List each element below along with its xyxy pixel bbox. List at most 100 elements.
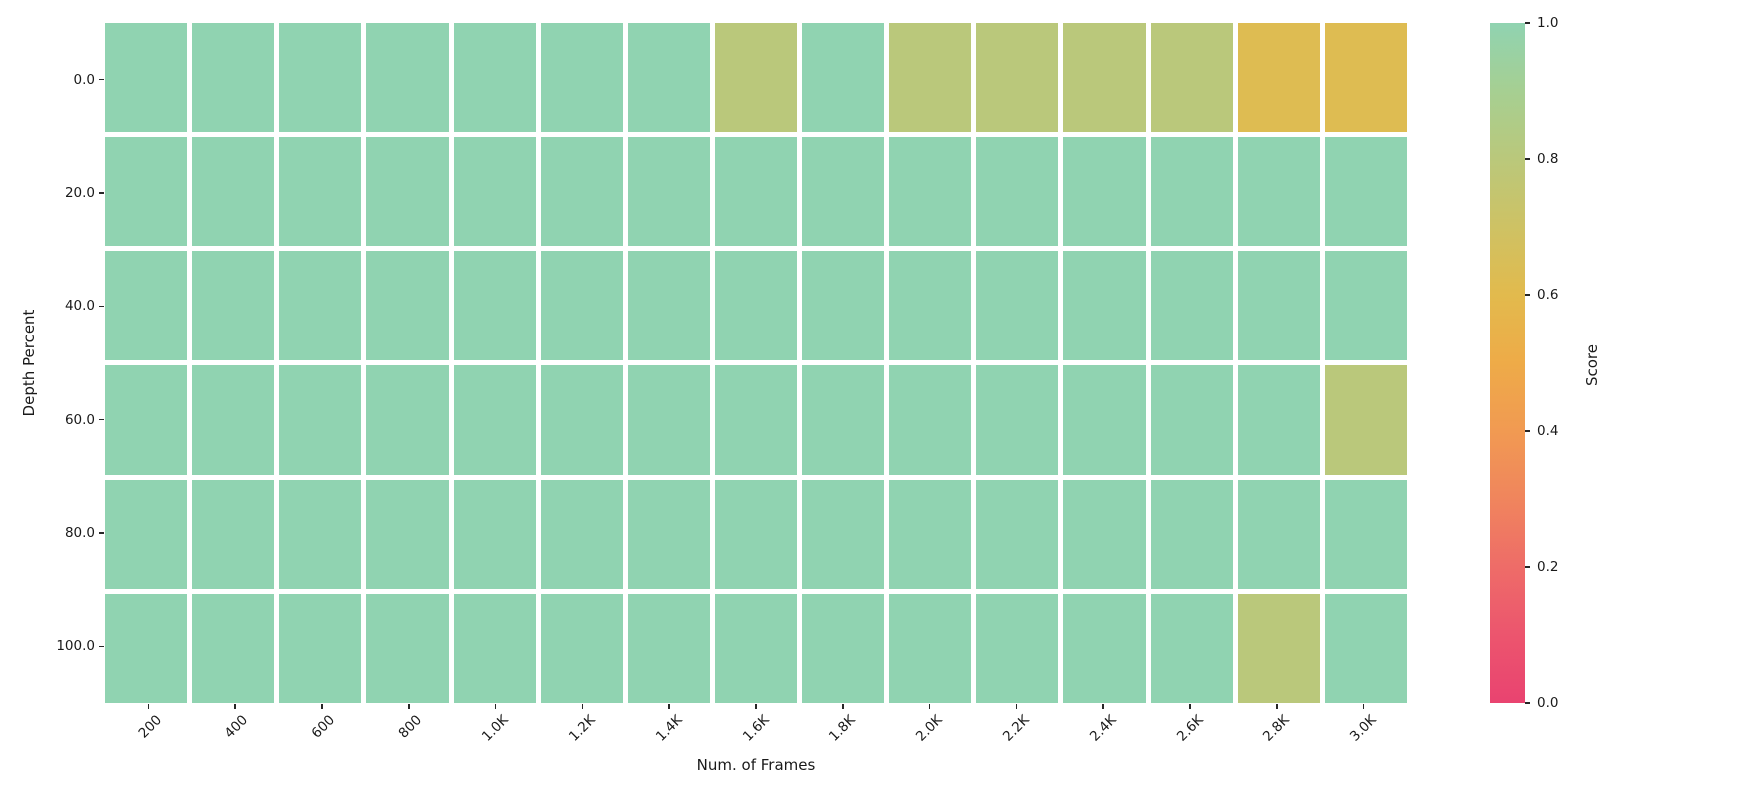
x-tick-label: 800: [395, 712, 426, 742]
heatmap-plot-area: [105, 23, 1407, 703]
heatmap-cell-r3c7: [714, 365, 798, 475]
x-tick-label: 2.0K: [913, 712, 946, 745]
heatmap-cell-r0c4: [453, 23, 536, 133]
heatmap-cell-r3c13: [1237, 365, 1320, 475]
heatmap-cell-r0c11: [1063, 23, 1146, 133]
heatmap-cell-r2c12: [1150, 251, 1233, 361]
colorbar-gradient: [1490, 23, 1525, 703]
heatmap-cell-r0c12: [1150, 23, 1233, 133]
heatmap-cell-r4c6: [627, 479, 710, 589]
y-tick-mark: [99, 192, 104, 194]
heatmap-cell-r0c1: [192, 23, 275, 133]
heatmap-cell-r0c8: [802, 23, 885, 133]
heatmap-cell-r5c13: [1237, 593, 1320, 703]
heatmap-cell-r1c8: [802, 137, 885, 247]
heatmap-cell-r3c6: [627, 365, 710, 475]
heatmap-cell-r2c1: [192, 251, 275, 361]
heatmap-cell-r1c5: [540, 137, 623, 247]
x-tick-mark: [842, 704, 844, 709]
colorbar-tick-mark: [1525, 430, 1530, 432]
heatmap-cell-r5c10: [976, 593, 1059, 703]
heatmap-cell-r5c14: [1324, 593, 1407, 703]
heatmap-cell-r5c0: [105, 593, 188, 703]
heatmap-cell-r2c7: [714, 251, 798, 361]
x-tick-label: 200: [135, 712, 165, 742]
heatmap-cell-r4c2: [279, 479, 362, 589]
heatmap-cell-r5c7: [714, 593, 798, 703]
heatmap-cell-r3c4: [453, 365, 536, 475]
heatmap-cell-r1c10: [976, 137, 1059, 247]
colorbar-tick-mark: [1525, 702, 1530, 704]
heatmap-cell-r3c9: [889, 365, 972, 475]
y-tick-label: 20.0: [64, 185, 95, 201]
heatmap-cell-r3c3: [366, 365, 449, 475]
heatmap-cell-r3c5: [540, 365, 623, 475]
y-tick-mark: [99, 532, 104, 534]
heatmap-cell-r5c3: [366, 593, 449, 703]
heatmap-cell-r5c4: [453, 593, 536, 703]
heatmap-cell-r1c13: [1237, 137, 1320, 247]
heatmap-cell-r1c6: [627, 137, 710, 247]
heatmap-cell-r2c13: [1237, 251, 1320, 361]
heatmap-cell-r3c12: [1150, 365, 1233, 475]
y-tick-mark: [99, 645, 104, 648]
x-axis-title: Num. of Frames: [696, 756, 816, 774]
heatmap-cell-r5c5: [540, 593, 623, 703]
y-tick-mark: [99, 305, 104, 308]
heatmap-cell-r4c14: [1324, 479, 1407, 589]
heatmap-cell-r5c9: [889, 593, 972, 703]
heatmap-cell-r2c3: [366, 251, 449, 361]
x-tick-mark: [321, 704, 323, 709]
colorbar-tick-label: 0.4: [1537, 423, 1559, 439]
heatmap-cell-r0c7: [714, 23, 798, 133]
heatmap-cell-r1c9: [889, 137, 972, 247]
heatmap-cell-r2c4: [453, 251, 536, 361]
heatmap-cell-r2c0: [105, 251, 188, 361]
x-tick-label: 1.2K: [565, 712, 599, 745]
heatmap-cell-r5c1: [192, 593, 275, 703]
heatmap-cell-r3c10: [976, 365, 1059, 475]
x-tick-mark: [1276, 704, 1278, 709]
x-tick-label: 2.8K: [1260, 712, 1294, 745]
heatmap-cell-r2c8: [802, 251, 885, 361]
heatmap-cell-r3c11: [1063, 365, 1146, 475]
x-tick-mark: [928, 704, 931, 709]
heatmap-cell-r4c5: [540, 479, 623, 589]
heatmap-cell-r1c7: [714, 137, 798, 247]
x-tick-mark: [494, 704, 497, 709]
heatmap-cell-r0c0: [105, 23, 188, 133]
heatmap-cell-r1c2: [279, 137, 362, 247]
colorbar-tick-label: 0.2: [1537, 559, 1559, 575]
heatmap-cell-r0c13: [1237, 23, 1320, 133]
heatmap-cell-r5c12: [1150, 593, 1233, 703]
x-tick-mark: [234, 704, 236, 709]
colorbar-tick-label: 0.0: [1537, 695, 1559, 711]
y-tick-label: 80.0: [64, 525, 95, 541]
heatmap-cell-r2c5: [540, 251, 623, 361]
x-tick-mark: [668, 704, 670, 709]
heatmap-cell-r0c3: [366, 23, 449, 133]
y-axis-title: Depth Percent: [20, 309, 38, 417]
heatmap-cell-r2c2: [279, 251, 362, 361]
heatmap-cell-r1c1: [192, 137, 275, 247]
heatmap-cell-r2c14: [1324, 251, 1407, 361]
colorbar-tick-label: 0.8: [1537, 151, 1559, 167]
heatmap-cell-r0c6: [627, 23, 710, 133]
y-tick-label: 100.0: [56, 638, 95, 655]
x-tick-label: 1.4K: [652, 712, 686, 745]
y-tick-mark: [99, 78, 104, 81]
colorbar-tick-label: 1.0: [1537, 15, 1559, 31]
heatmap-cell-r4c0: [105, 479, 188, 589]
heatmap-cell-r5c11: [1063, 593, 1146, 703]
heatmap-cell-r2c9: [889, 251, 972, 361]
colorbar-tick-mark: [1525, 22, 1530, 24]
x-tick-mark: [1102, 704, 1104, 709]
heatmap-cell-r4c8: [802, 479, 885, 589]
heatmap-cell-r0c2: [279, 23, 362, 133]
x-tick-mark: [1362, 704, 1365, 709]
x-tick-mark: [1189, 704, 1191, 709]
colorbar-tick-label: 0.6: [1537, 287, 1559, 303]
heatmap-cell-r4c1: [192, 479, 275, 589]
heatmap-cell-r1c4: [453, 137, 536, 247]
